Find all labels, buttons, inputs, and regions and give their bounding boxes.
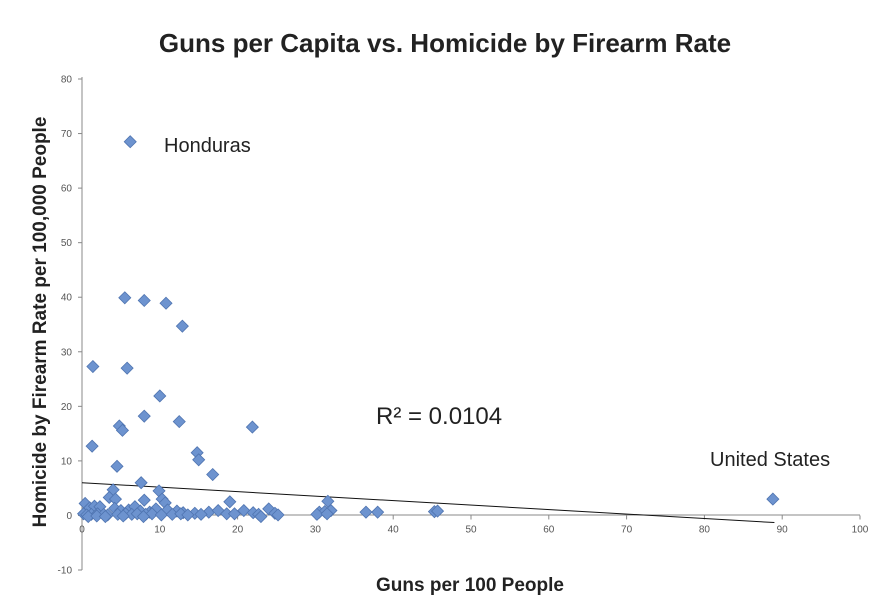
- data-point: [320, 507, 334, 521]
- data-point: [310, 507, 324, 521]
- y-tick-label: 20: [61, 402, 73, 413]
- x-tick-label: 40: [388, 524, 400, 535]
- data-point: [181, 508, 195, 522]
- x-tick-label: 70: [621, 524, 633, 535]
- data-point: [175, 319, 189, 333]
- data-point: [137, 293, 151, 308]
- data-point: [172, 415, 186, 429]
- data-point: [223, 495, 237, 509]
- data-point: [192, 453, 206, 467]
- x-ticks: 0 10 20 30 40 50 60 70 80 90 100: [79, 515, 869, 535]
- y-tick-label: 30: [61, 347, 73, 358]
- x-tick-label: 80: [699, 524, 711, 535]
- y-tick-label: 80: [61, 75, 73, 86]
- x-tick-label: 100: [852, 524, 869, 535]
- data-point: [227, 507, 242, 521]
- y-axis-title: Homicide by Firearm Rate per 100,000 Peo…: [30, 117, 51, 528]
- data-point: [153, 389, 167, 403]
- data-point: [118, 291, 132, 305]
- y-ticks: -10 0 10 20 30 40 50 60 70 80: [58, 75, 82, 577]
- y-tick-label: 60: [61, 184, 73, 195]
- data-point: [90, 509, 104, 523]
- x-tick-label: 60: [543, 524, 555, 535]
- data-point: [766, 492, 780, 506]
- x-tick-label: 30: [310, 524, 322, 535]
- data-point: [115, 423, 130, 437]
- data-point: [123, 135, 137, 149]
- data-point: [98, 509, 112, 524]
- data-point: [245, 420, 259, 434]
- y-tick-label: 70: [61, 129, 73, 140]
- x-tick-label: 20: [232, 524, 244, 535]
- data-point: [136, 509, 151, 524]
- data-point: [254, 509, 268, 524]
- y-tick-label: 50: [61, 238, 73, 249]
- x-tick-label: 0: [79, 524, 85, 535]
- data-point: [206, 467, 220, 482]
- data-point: [371, 505, 385, 519]
- data-point: [137, 493, 151, 507]
- data-points: [76, 135, 780, 524]
- x-tick-label: 90: [777, 524, 789, 535]
- x-tick-label: 50: [465, 524, 477, 535]
- data-point: [159, 296, 173, 310]
- data-point: [271, 508, 285, 522]
- x-axis-title: Guns per 100 People: [376, 575, 564, 596]
- y-tick-label: 0: [66, 511, 72, 522]
- data-point: [116, 509, 130, 523]
- annotation-united-states: United States: [710, 449, 830, 471]
- data-point: [237, 503, 251, 518]
- data-point: [194, 507, 208, 521]
- y-tick-label: 10: [61, 456, 73, 467]
- data-point: [154, 508, 168, 522]
- data-point: [359, 505, 373, 519]
- data-point: [137, 409, 151, 423]
- trendline: [81, 482, 775, 524]
- data-point: [110, 459, 124, 473]
- chart-title: Guns per Capita vs. Homicide by Firearm …: [159, 28, 731, 58]
- data-point: [120, 361, 134, 375]
- annotation-honduras: Honduras: [164, 135, 251, 157]
- data-point: [85, 439, 99, 453]
- y-tick-label: -10: [58, 566, 73, 577]
- r-squared-label: R² = 0.0104: [376, 403, 502, 430]
- data-point: [86, 359, 100, 374]
- data-point: [134, 476, 148, 490]
- data-point: [430, 504, 445, 518]
- x-tick-label: 10: [154, 524, 166, 535]
- y-tick-label: 40: [61, 293, 73, 304]
